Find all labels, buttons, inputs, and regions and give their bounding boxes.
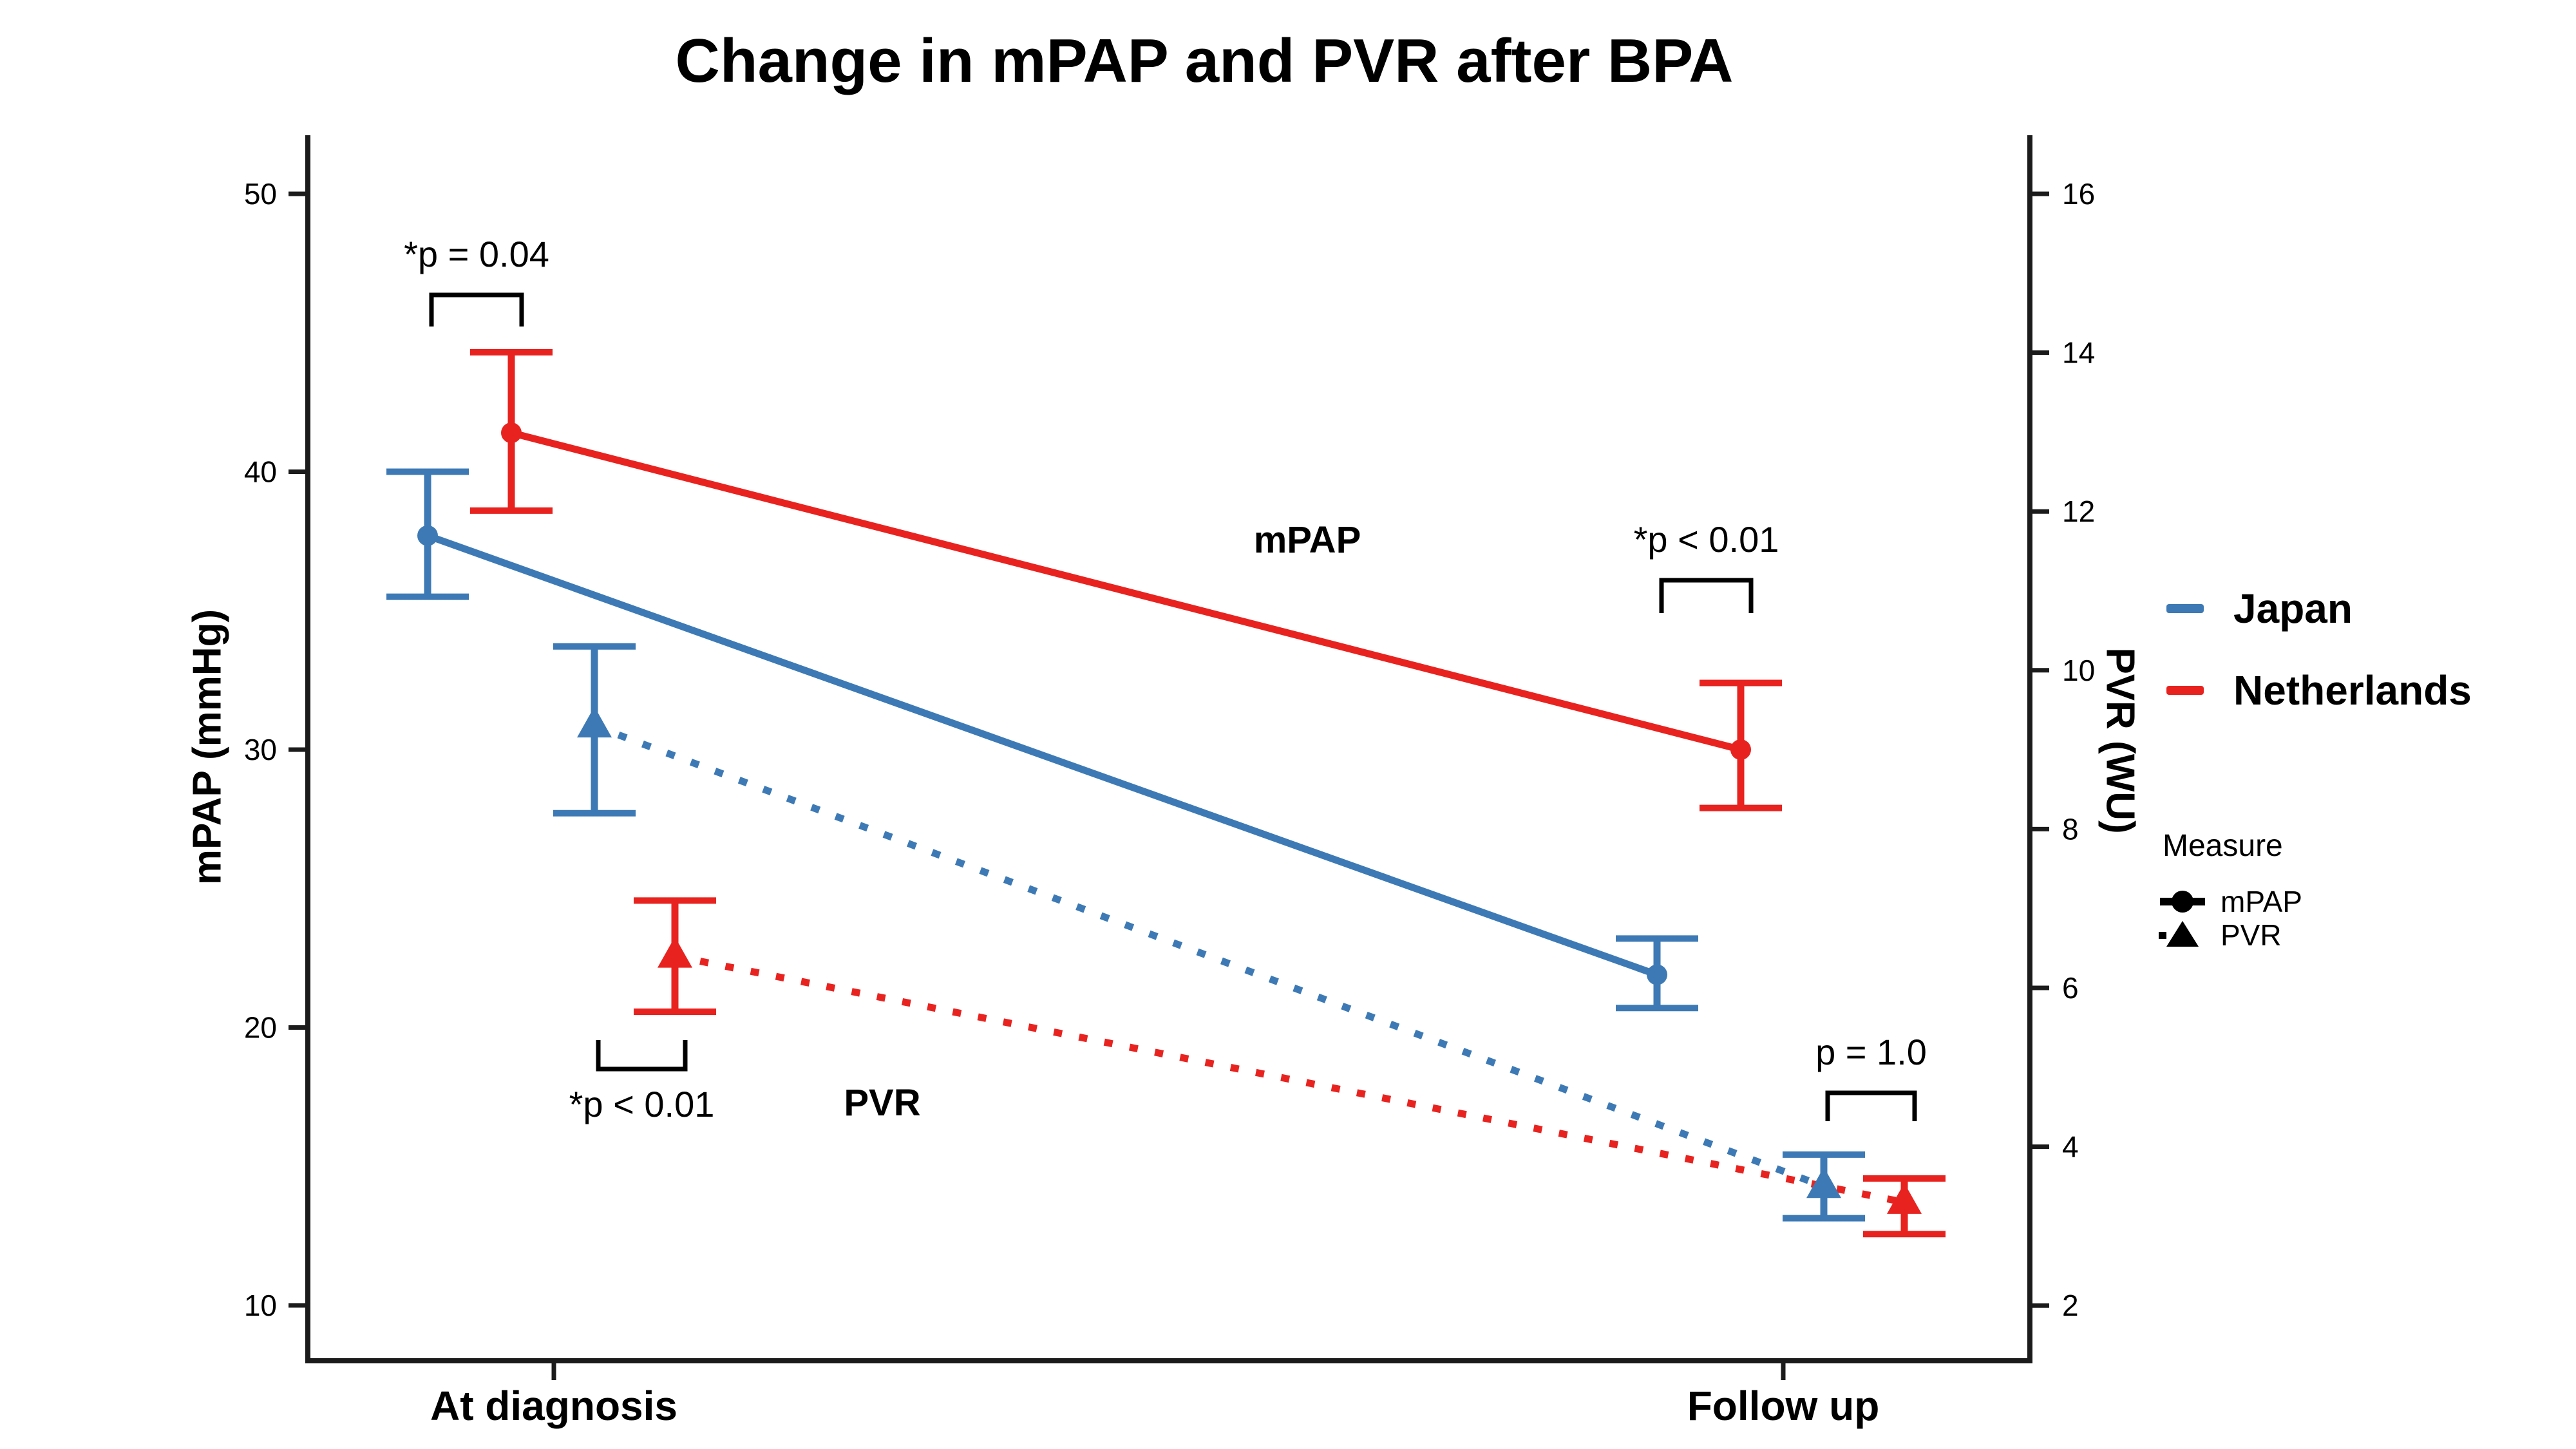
left-axis-tick-label: 30 [244, 733, 277, 766]
significance-bracket [1659, 578, 1754, 613]
x-category-label: At diagnosis [430, 1383, 677, 1429]
left-axis-tick-label: 50 [244, 177, 277, 211]
data-point-netherlands-pvr [1887, 1182, 1922, 1214]
series-line-japan-pvr [593, 722, 1825, 1190]
left-axis-title: mPAP (mmHg) [185, 609, 230, 886]
right-axis-tick-label: 14 [2062, 336, 2095, 370]
series-line-netherlands-mpap [510, 429, 1742, 753]
right-axis-tick-label: 10 [2062, 654, 2095, 687]
data-point-japan-mpap [417, 525, 438, 546]
data-point-netherlands-mpap [1730, 739, 1751, 760]
chart-title: Change in mPAP and PVR after BPA [675, 26, 1734, 95]
data-point-japan-pvr [1806, 1167, 1841, 1198]
p-value-label: *p < 0.01 [1634, 519, 1779, 560]
pvr-group-label: PVR [844, 1082, 920, 1124]
legend-measure-title-row: Measure [2163, 828, 2283, 864]
legend-item-pvr: PVR [2159, 917, 2282, 953]
legend-label-japan: Japan [2233, 585, 2353, 632]
pvr-marker-icon [2159, 921, 2199, 947]
right-axis-tick-label: 12 [2062, 495, 2095, 528]
right-axis-tick-label: 16 [2062, 177, 2095, 211]
left-axis-tick-label: 10 [244, 1289, 277, 1322]
data-point-netherlands-pvr [658, 936, 692, 968]
data-point-japan-mpap [1647, 964, 1667, 985]
japan-line-swatch-icon [2166, 604, 2204, 613]
legend-label-netherlands: Netherlands [2233, 667, 2472, 714]
legend-item-mpap: mPAP [2159, 884, 2302, 920]
right-axis-tick-label: 8 [2062, 812, 2079, 846]
right-axis-tick-label: 4 [2062, 1130, 2079, 1164]
significance-bracket [1825, 1090, 1917, 1121]
legend-label-pvr: PVR [2221, 918, 2282, 952]
data-point-japan-pvr [577, 706, 612, 738]
right-axis-tick-label: 2 [2062, 1289, 2079, 1322]
significance-bracket [429, 292, 524, 327]
left-axis-tick-label: 40 [244, 455, 277, 489]
right-axis-title: PVR (WU) [2098, 647, 2143, 834]
legend-label-mpap: mPAP [2221, 885, 2302, 918]
netherlands-line-swatch-icon [2166, 686, 2204, 695]
legend-item-netherlands: Netherlands [2166, 667, 2472, 714]
p-value-label: p = 1.0 [1815, 1032, 1927, 1072]
legend-measure-title: Measure [2163, 828, 2283, 863]
mpap-marker-icon [2160, 891, 2205, 913]
p-value-label: *p < 0.01 [569, 1084, 715, 1124]
x-category-label: Follow up [1687, 1383, 1880, 1429]
legend-item-japan: Japan [2166, 585, 2353, 632]
p-value-label: *p = 0.04 [404, 234, 549, 274]
left-axis-tick-label: 20 [244, 1011, 277, 1045]
mpap-group-label: mPAP [1254, 519, 1361, 561]
series-line-netherlands-pvr [674, 952, 1906, 1206]
right-axis-tick-label: 6 [2062, 971, 2079, 1005]
series-line-japan-mpap [426, 532, 1658, 978]
data-point-netherlands-mpap [501, 422, 522, 444]
significance-bracket [596, 1040, 688, 1072]
